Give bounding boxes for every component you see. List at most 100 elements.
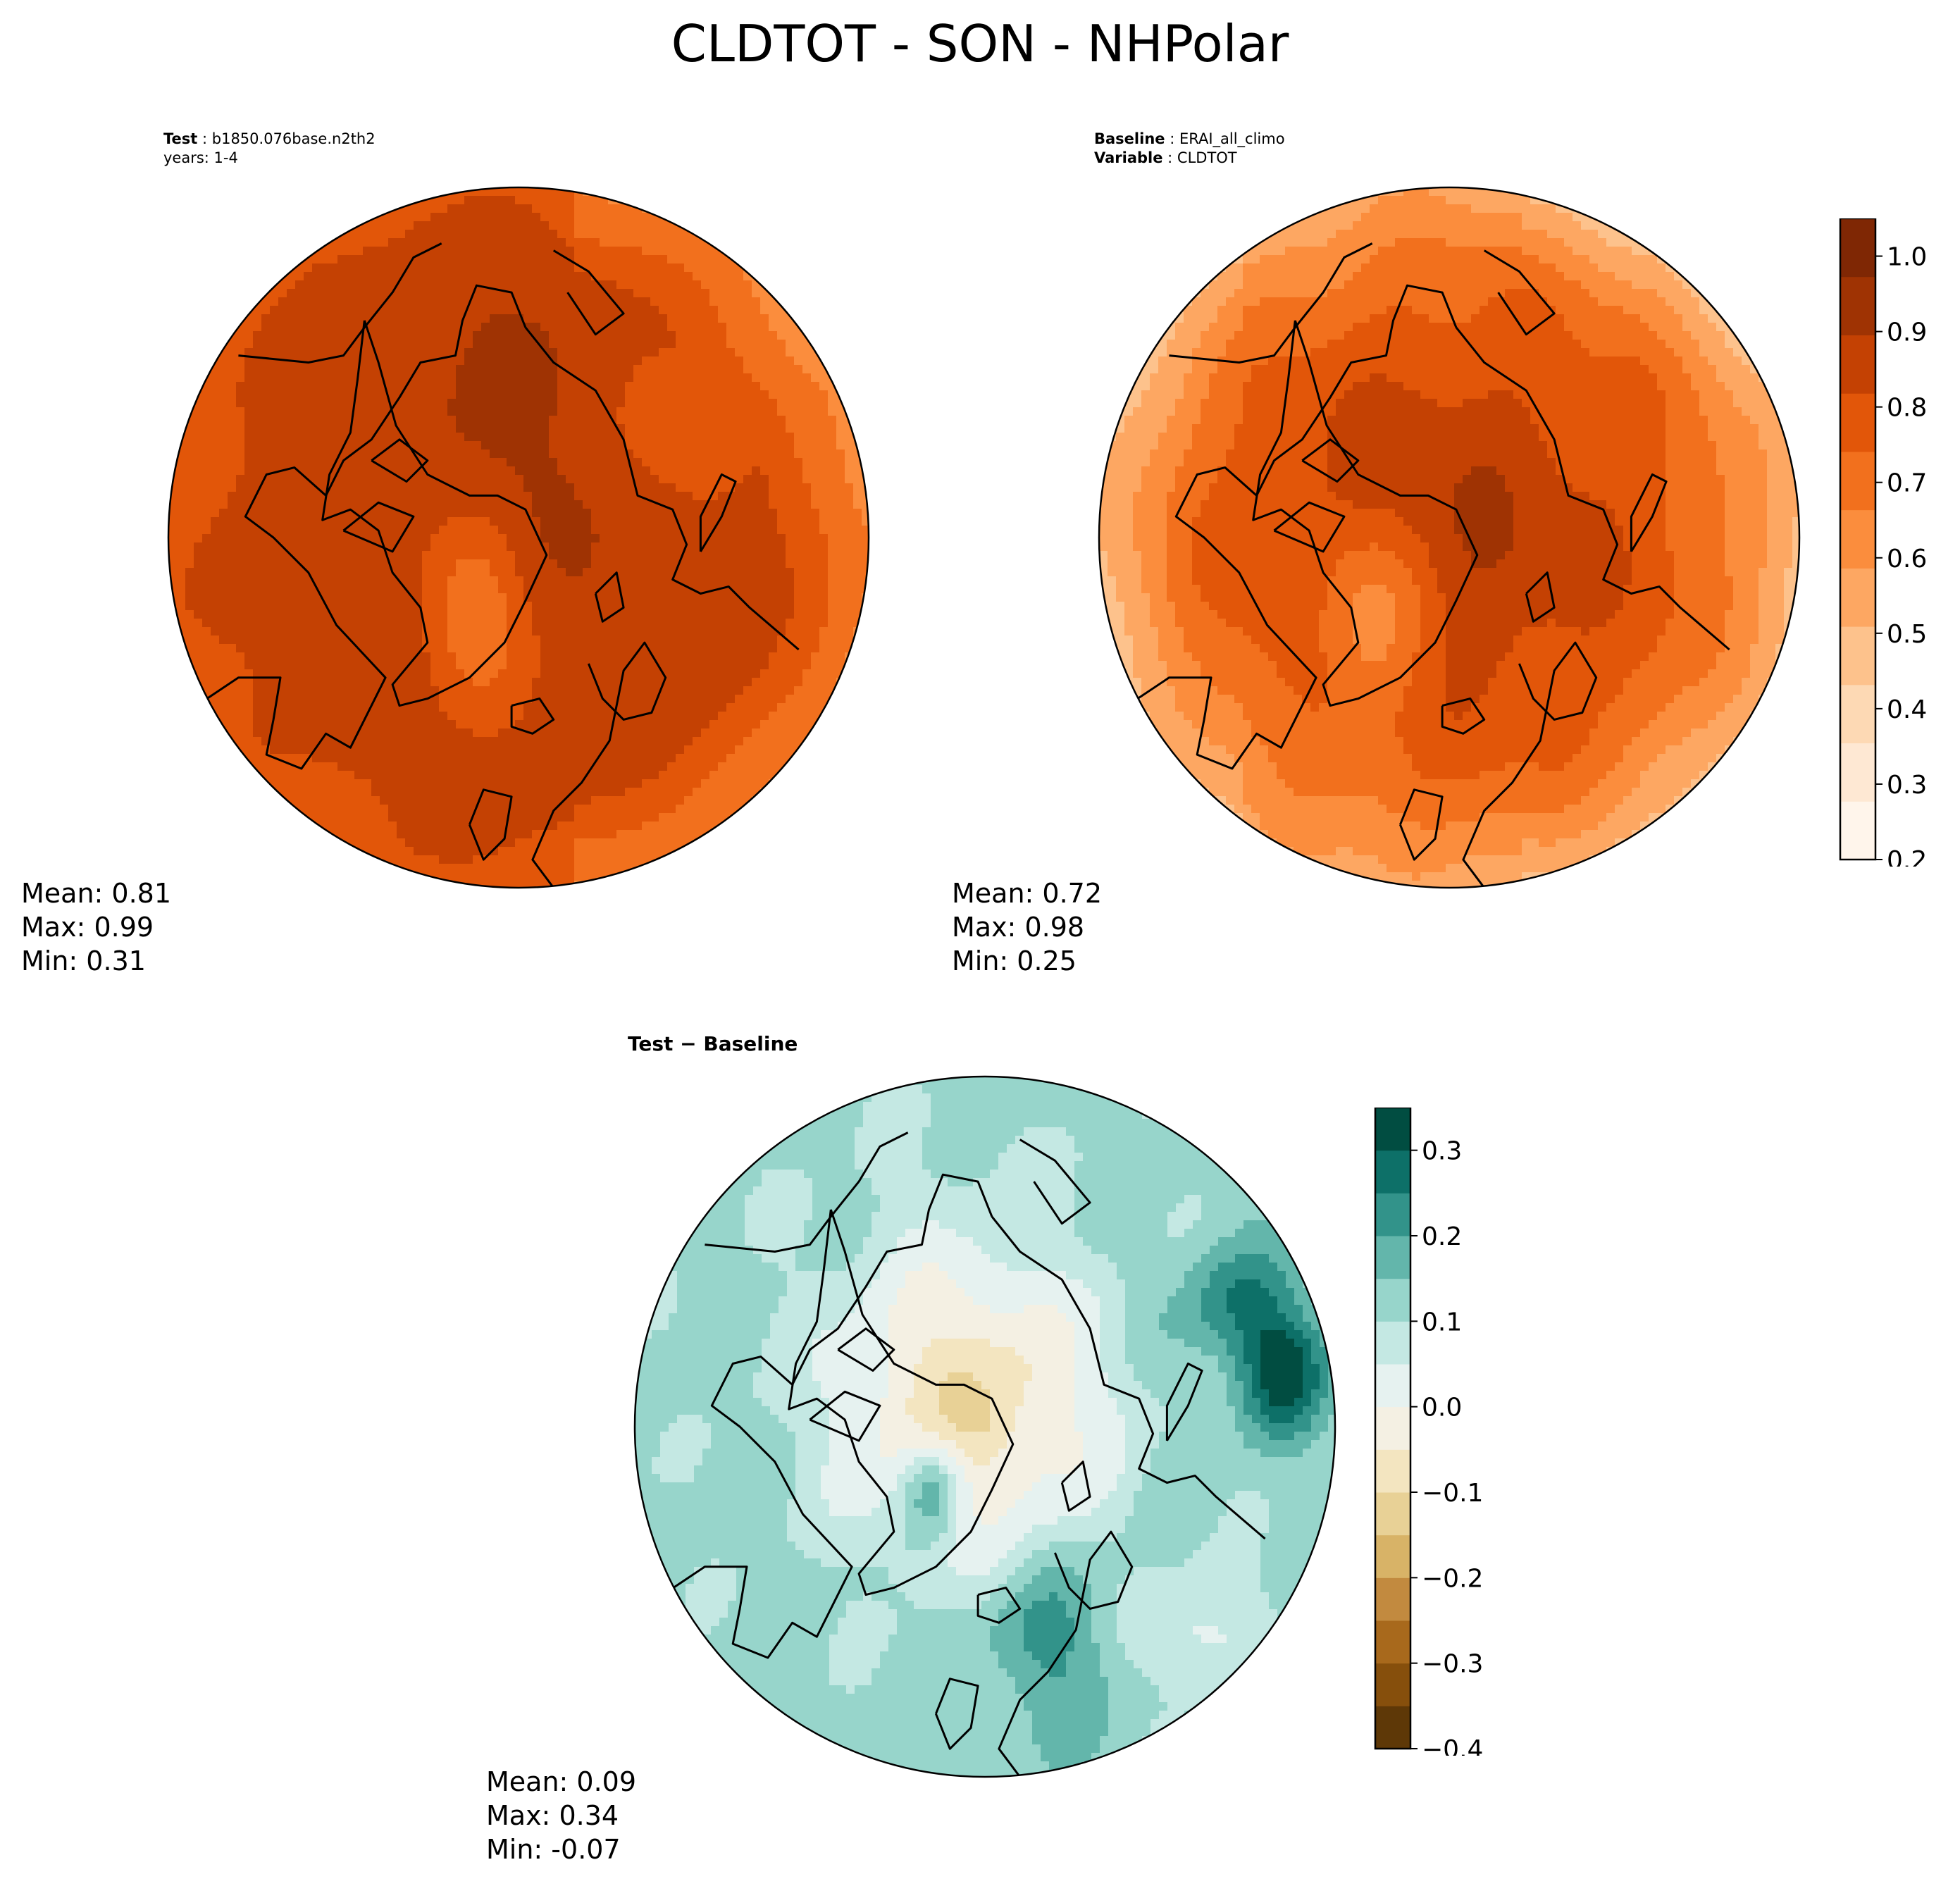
contour-cell — [439, 340, 448, 349]
contour-cell — [819, 551, 829, 560]
contour-cell — [693, 441, 702, 450]
contour-cell — [540, 255, 550, 264]
contour-cell — [600, 593, 609, 602]
contour-cell — [566, 728, 575, 738]
contour-cell — [684, 635, 693, 645]
contour-cell — [676, 280, 685, 290]
contour-cell — [743, 390, 752, 399]
contour-cell — [295, 635, 304, 645]
contour-cell — [549, 576, 558, 585]
contour-cell — [346, 475, 355, 484]
contour-cell — [836, 593, 845, 602]
contour-cell — [566, 407, 575, 416]
contour-cell — [354, 602, 364, 611]
contour-cell — [473, 728, 482, 738]
contour-cell — [194, 441, 203, 450]
contour-cell — [515, 695, 524, 704]
contour-cell — [625, 382, 634, 391]
contour-cell — [261, 340, 271, 349]
contour-cell — [532, 449, 541, 459]
contour-cell — [760, 568, 769, 577]
contour-cell — [202, 669, 211, 678]
contour-cell — [253, 365, 262, 374]
contour-cell — [583, 576, 592, 585]
contour-cell — [464, 745, 473, 755]
contour-cell — [625, 238, 634, 247]
contour-cell — [439, 466, 448, 476]
contour-cell — [583, 619, 592, 628]
contour-cell — [380, 204, 389, 213]
contour-cell — [515, 323, 524, 332]
contour-cell — [270, 340, 279, 349]
contour-cell — [616, 492, 626, 501]
contour-cell — [498, 204, 507, 213]
contour-cell — [397, 635, 406, 645]
contour-cell — [253, 652, 262, 662]
contour-cell — [600, 602, 609, 611]
contour-cell — [523, 483, 533, 492]
contour-cell — [718, 762, 727, 771]
contour-cell — [481, 272, 490, 281]
contour-cell — [371, 585, 380, 594]
contour-cell — [329, 255, 338, 264]
contour-cell — [194, 695, 203, 704]
contour-cell — [253, 433, 262, 442]
contour-cell — [726, 745, 736, 755]
contour-cell — [786, 517, 795, 526]
contour-cell — [769, 399, 778, 408]
contour-cell — [743, 669, 752, 678]
contour-cell — [701, 449, 710, 459]
contour-cell — [828, 669, 837, 678]
contour-cell — [862, 542, 869, 552]
contour-cell — [566, 323, 575, 332]
contour-cell — [219, 619, 228, 628]
contour-cell — [447, 382, 457, 391]
contour-cell — [202, 356, 211, 366]
contour-cell — [709, 720, 719, 729]
contour-cell — [786, 492, 795, 501]
contour-cell — [295, 728, 304, 738]
contour-cell — [295, 585, 304, 594]
contour-cell — [490, 449, 499, 459]
contour-cell — [177, 407, 186, 416]
contour-cell — [693, 458, 702, 467]
contour-cell — [802, 534, 812, 543]
contour-cell — [667, 466, 676, 476]
contour-cell — [228, 483, 237, 492]
contour-cell — [211, 576, 220, 585]
contour-cell — [777, 695, 786, 704]
contour-cell — [219, 475, 228, 484]
contour-cell — [566, 263, 575, 273]
contour-cell — [540, 221, 550, 230]
contour-cell — [760, 526, 769, 535]
contour-cell — [769, 475, 778, 484]
contour-cell — [473, 230, 482, 239]
contour-cell — [616, 458, 626, 467]
contour-cell — [456, 399, 465, 408]
contour-cell — [304, 492, 313, 501]
contour-cell — [752, 348, 761, 357]
contour-cell — [642, 720, 651, 729]
contour-cell — [430, 678, 440, 687]
contour-cell — [583, 627, 592, 636]
contour-cell — [735, 619, 744, 628]
contour-cell — [693, 526, 702, 535]
contour-cell — [540, 652, 550, 662]
contour-cell — [557, 602, 566, 611]
contour-cell — [430, 187, 440, 197]
contour-cell — [388, 703, 397, 712]
contour-cell — [228, 745, 237, 755]
contour-cell — [515, 542, 524, 552]
contour-cell — [608, 306, 617, 315]
contour-cell — [574, 314, 583, 323]
contour-cell — [794, 559, 803, 569]
contour-cell — [676, 602, 685, 611]
contour-cell — [752, 407, 761, 416]
contour-cell — [836, 635, 845, 645]
contour-cell — [287, 585, 296, 594]
contour-cell — [752, 602, 761, 611]
contour-cell — [346, 492, 355, 501]
contour-cell — [295, 314, 304, 323]
contour-cell — [456, 390, 465, 399]
contour-cell — [447, 602, 457, 611]
